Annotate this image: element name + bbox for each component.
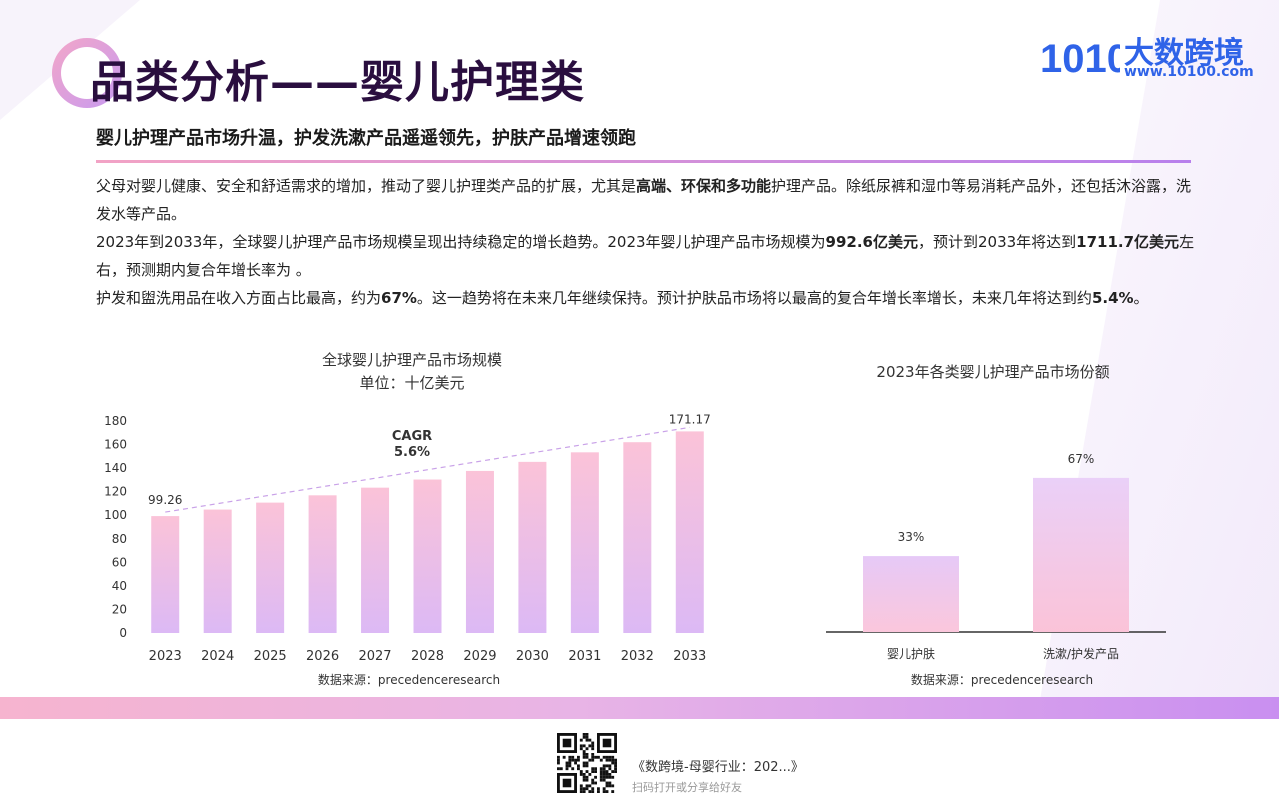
chart1-y-tick-label: 120 — [104, 485, 127, 499]
footer-band — [0, 697, 1279, 719]
chart1-first-value-label: 99.26 — [148, 493, 182, 507]
p2-highlight-1: 992.6亿美元 — [825, 233, 918, 251]
chart1-bar — [203, 509, 232, 633]
p1-text-c: 护理产品。除纸尿裤和湿巾等易消耗产品外，还包括沐浴露，洗发水等产品。 — [96, 177, 1192, 223]
chart1-x-tick-label: 2031 — [568, 649, 601, 664]
title-ring-decoration — [52, 38, 122, 108]
logo-mark-text: 10100 — [1040, 37, 1120, 80]
logo-mark-icon: 10100 — [1040, 37, 1120, 80]
chart1-bar — [308, 495, 337, 633]
chart1-x-tick-label: 2023 — [149, 649, 182, 664]
chart2-bar — [1033, 477, 1129, 632]
p1-highlight: 高端、环保和多功能 — [636, 177, 772, 195]
logo-url: www.10100.com — [1124, 64, 1254, 80]
chart1-cagr-value: 5.6% — [394, 445, 430, 460]
chart1-bar — [151, 516, 180, 633]
brand-logo[interactable]: 10100 大数跨境 www.10100.com — [1040, 24, 1260, 84]
chart1-x-tick-label: 2029 — [463, 649, 496, 664]
chart1-x-axis: 2023 2024 2025 2026 2027 2028 2029 2030 2031 2032… — [149, 649, 707, 664]
chart1-bar — [256, 502, 285, 633]
chart1-trend-line — [165, 426, 690, 513]
p3-text-c: 。这一趋势将在未来几年继续保持。预计护肤品市场将以最高的复合年增长率增长，未来几… — [416, 289, 1092, 307]
chart1-bar — [518, 461, 547, 633]
p2-highlight-2: 1711.7亿美元 — [1076, 233, 1180, 251]
chart1-y-tick-label: 20 — [112, 602, 127, 616]
p3-text-a: 护发和盥洗用品在收入方面占比最高，约为 — [96, 289, 382, 307]
chart2-source: 数据来源：precedenceresearch — [911, 672, 1093, 687]
chart2-category-label: 洗漱/护发产品 — [1043, 646, 1119, 661]
chart1-x-tick-label: 2027 — [358, 649, 391, 664]
logo-brand-name: 大数跨境 — [1124, 36, 1244, 71]
chart1-y-tick-label: 0 — [119, 626, 127, 640]
chart1-bar — [675, 431, 704, 633]
p3-highlight-1: 67% — [381, 289, 417, 307]
p3-text-e: 。 — [1133, 289, 1149, 307]
chart1-x-tick-label: 2033 — [673, 649, 706, 664]
chart1-bar — [623, 442, 652, 633]
chart1-y-tick-label: 160 — [104, 438, 127, 452]
chart1-y-tick-label: 100 — [104, 508, 127, 522]
chart1-subtitle: 单位：十亿美元 — [359, 374, 464, 392]
chart1-x-tick-label: 2025 — [254, 649, 287, 664]
chart1-y-tick-label: 40 — [112, 579, 127, 593]
chart1-y-tick-label: 60 — [112, 555, 127, 569]
chart1-x-tick-label: 2028 — [411, 649, 444, 664]
page-title: 品类分析——婴儿护理类 — [90, 57, 585, 108]
footer-hint: 扫码打开或分享给好友 — [632, 781, 742, 794]
chart1-bar — [361, 487, 390, 633]
section-divider — [96, 160, 1191, 163]
chart1-bar — [413, 479, 442, 633]
chart1-title: 全球婴儿护理产品市场规模 — [322, 351, 502, 369]
chart2-value-label: 67% — [1068, 452, 1095, 466]
chart1-y-tick-label: 140 — [104, 461, 127, 475]
chart2-bars: 33% 婴儿护肤 67% 洗漱/护发产品 — [863, 452, 1129, 661]
chart1-bars — [151, 431, 704, 633]
p2-text-a: 2023年到2033年，全球婴儿护理产品市场规模呈现出持续稳定的增长趋势。202… — [96, 233, 826, 251]
page-subtitle: 婴儿护理产品市场升温，护发洗漱产品遥遥领先，护肤产品增速领跑 — [96, 128, 636, 149]
qr-code-icon[interactable] — [557, 733, 617, 793]
chart1-x-tick-label: 2024 — [201, 649, 234, 664]
paragraph-1: 父母对婴儿健康、安全和舒适需求的增加，推动了婴儿护理类产品的扩展，尤其是高端、环… — [96, 172, 1196, 228]
chart1-y-axis: 0 20 40 60 80 100 120 140 160 180 — [104, 414, 127, 640]
chart1-bar — [570, 452, 599, 633]
footer-doc-title[interactable]: 《数跨境-母婴行业：202...》 — [632, 760, 804, 775]
chart1-last-value-label: 171.17 — [669, 412, 711, 426]
chart1-source: 数据来源：precedenceresearch — [318, 672, 500, 687]
p3-highlight-2: 5.4% — [1091, 289, 1134, 307]
chart1-cagr-label: CAGR — [392, 429, 432, 444]
p2-text-e: 左右，预测期内复合年增长率为 。 — [96, 233, 1195, 279]
chart1-x-tick-label: 2026 — [306, 649, 339, 664]
chart1-y-tick-label: 180 — [104, 414, 127, 428]
chart1-x-tick-label: 2030 — [516, 649, 549, 664]
chart1-x-tick-label: 2032 — [621, 649, 654, 664]
chart2-category-label: 婴儿护肤 — [887, 646, 935, 661]
p2-text-c: ，预计到2033年将达到 — [917, 233, 1077, 251]
chart1-y-tick-label: 80 — [112, 532, 127, 546]
paragraph-3: 护发和盥洗用品在收入方面占比最高，约为67%。这一趋势将在未来几年继续保持。预计… — [96, 284, 1216, 312]
paragraph-2: 2023年到2033年，全球婴儿护理产品市场规模呈现出持续稳定的增长趋势。202… — [96, 228, 1196, 284]
p1-text-a: 父母对婴儿健康、安全和舒适需求的增加，推动了婴儿护理类产品的扩展，尤其是 — [96, 177, 637, 195]
chart1-bar — [465, 470, 494, 633]
chart2-bar — [863, 556, 959, 632]
chart2-title: 2023年各类婴儿护理产品市场份额 — [876, 363, 1109, 381]
chart2-value-label: 33% — [898, 530, 925, 544]
